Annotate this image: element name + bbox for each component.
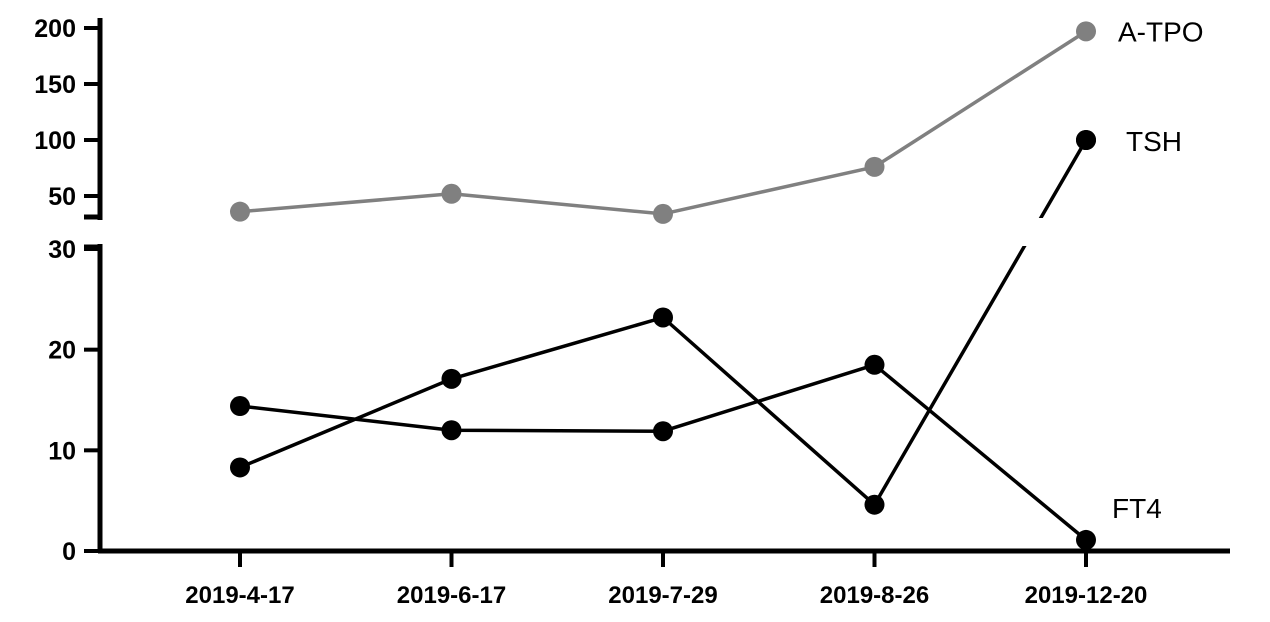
x-tick-label: 2019-6-17 [397, 582, 506, 609]
x-tick-label: 2019-12-20 [1025, 582, 1148, 609]
series-label: A-TPO [1118, 16, 1204, 47]
series-layer: A-TPO TSH FT4 [230, 16, 1204, 550]
y-tick-label: 150 [34, 71, 76, 99]
y-tick-label: 10 [48, 437, 76, 465]
data-point [441, 183, 462, 204]
y-tick-label: 0 [62, 538, 76, 566]
data-point [864, 156, 885, 177]
data-point [864, 494, 885, 515]
data-point [230, 457, 250, 478]
series-label: FT4 [1112, 493, 1162, 524]
series-line [239, 363, 1088, 542]
data-point [441, 368, 462, 389]
data-point [1076, 21, 1096, 42]
data-point [441, 420, 462, 441]
x-ticks: 2019-4-17 2019-6-17 2019-7-29 2019-8-26 2019… [185, 551, 1147, 609]
series-label: TSH [1126, 126, 1182, 157]
y-tick-label: 200 [34, 15, 76, 43]
data-point [230, 396, 250, 417]
series-ft4: FT4 [230, 354, 1162, 550]
data-point [1076, 130, 1096, 150]
y-ticks: 0 10 20 30 50 100 150 200 [34, 15, 100, 566]
series-a-tpo: A-TPO [230, 16, 1204, 224]
axis-break-gap [1000, 218, 1110, 246]
x-tick-label: 2019-8-26 [820, 582, 929, 609]
series-tsh: TSH [230, 126, 1182, 515]
x-tick-label: 2019-4-17 [185, 582, 294, 609]
y-tick-label: 20 [48, 337, 76, 365]
data-point [1076, 529, 1096, 550]
data-point [653, 307, 673, 328]
y-tick-label: 100 [34, 127, 76, 155]
axes [84, 18, 1230, 554]
data-point [653, 203, 673, 224]
series-line [239, 29, 1087, 216]
y-tick-label: 30 [48, 236, 76, 264]
y-tick-label: 50 [48, 183, 76, 211]
data-point [653, 421, 673, 442]
data-point [864, 354, 885, 375]
x-tick-label: 2019-7-29 [608, 582, 717, 609]
data-point [230, 201, 250, 222]
